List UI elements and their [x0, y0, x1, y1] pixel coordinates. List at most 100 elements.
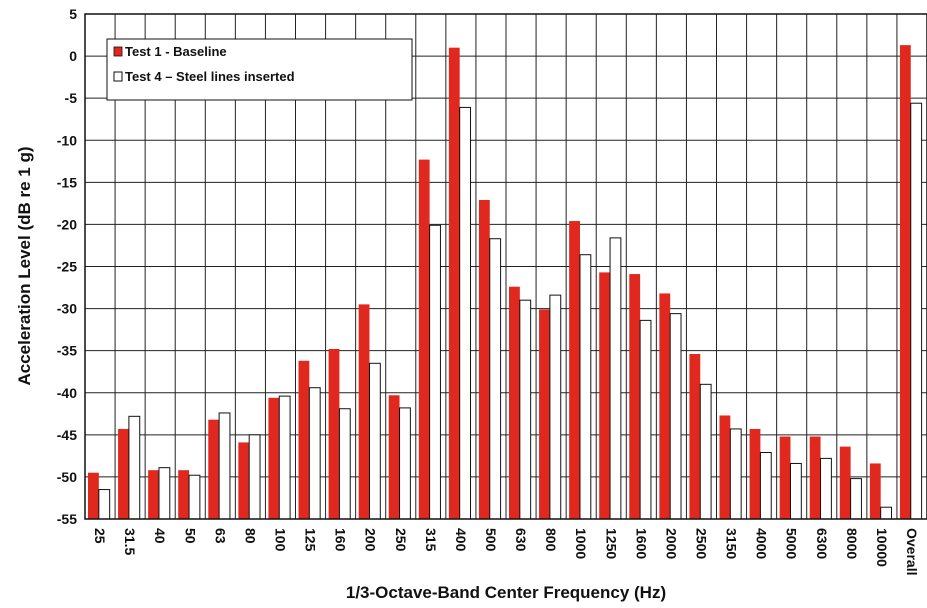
bar-series-2-25: [98, 489, 111, 520]
bar-series-2-4000: [759, 452, 772, 520]
x-tick-label: 6300: [814, 528, 830, 559]
x-tick-label: 8000: [844, 528, 860, 559]
x-tick-label: 63: [212, 528, 228, 544]
bar-series-2-10000: [880, 506, 893, 520]
bar-series-1-Overall: [899, 45, 911, 520]
x-tick-label: 25: [92, 528, 108, 544]
bar-series-1-25: [88, 472, 99, 519]
x-tick-labels: 25 31.5 40 50 63 80 100 125 160 200 250 315 400 500 63…: [92, 528, 920, 575]
bar-series-1-31.5: [118, 428, 129, 519]
y-tick-label: -55: [57, 511, 77, 527]
legend: Test 1 - Baseline Test 4 – Steel lines i…: [106, 38, 413, 101]
bar-series-2-40: [158, 467, 171, 520]
x-tick-label: 10000: [874, 528, 890, 567]
y-tick-label: 5: [69, 6, 77, 22]
bar-series-1-500: [478, 200, 490, 519]
bar-series-2-Overall: [910, 102, 923, 520]
bar-series-1-125: [298, 360, 310, 519]
bar-series-1-2500: [689, 354, 701, 519]
bar-series-2-5000: [789, 462, 802, 520]
x-tick-label: 2000: [663, 528, 679, 559]
bar-series-2-1250: [609, 237, 622, 520]
bar-series-1-1600: [629, 274, 641, 519]
bar-series-1-630: [509, 286, 520, 519]
bar-series-2-2000: [669, 313, 682, 520]
x-tick-label: 800: [543, 528, 559, 552]
bar-series-1-5000: [779, 436, 791, 519]
x-tick-label: 50: [182, 528, 198, 544]
bar-series-1-2000: [659, 293, 671, 519]
bar-series-1-315: [418, 159, 430, 519]
bar-series-2-31.5: [128, 415, 141, 520]
y-tick-label: -10: [57, 132, 77, 148]
legend-swatch-test4: [113, 71, 123, 82]
bar-series-1-8000: [839, 446, 851, 519]
bar-series-2-160: [338, 408, 351, 520]
bar-series-2-6300: [820, 457, 832, 520]
y-tick-labels: 5 0 -5 -10 -15 -20 -25 -30 -35 -40 -45 -50 -55: [57, 6, 77, 527]
x-tick-label: 80: [242, 528, 258, 544]
bar-series-1-63: [208, 419, 220, 519]
y-tick-label: -5: [65, 90, 78, 106]
bars: [88, 45, 923, 520]
bar-series-1-1000: [569, 221, 580, 520]
y-tick-label: -40: [57, 385, 77, 401]
x-tick-label: 5000: [784, 528, 800, 559]
x-tick-label: 4000: [754, 528, 770, 559]
x-tick-label: 1600: [633, 528, 649, 559]
bar-series-2-80: [248, 434, 261, 520]
x-tick-label: 31.5: [122, 528, 138, 555]
bar-series-2-400: [459, 106, 472, 520]
x-tick-label: 200: [363, 528, 379, 552]
bar-series-1-160: [328, 348, 340, 519]
bar-series-1-800: [539, 309, 550, 519]
x-tick-label: 2500: [693, 528, 709, 559]
bar-series-1-200: [358, 304, 370, 519]
y-tick-label: -20: [57, 216, 77, 232]
x-tick-label: 125: [303, 528, 319, 552]
bar-series-2-63: [218, 412, 231, 520]
y-axis-title: Acceleration Level (dB re 1 g): [15, 146, 34, 385]
bar-series-1-1250: [599, 272, 611, 519]
bar-series-1-6300: [809, 436, 821, 519]
bar-series-2-630: [519, 299, 532, 520]
bar-series-2-3150: [729, 428, 742, 520]
bar-series-1-400: [448, 47, 460, 520]
x-tick-label: Overall: [904, 528, 920, 575]
plot-frame: [84, 13, 927, 520]
legend-swatch-test1: [113, 46, 123, 57]
y-tick-label: -30: [57, 301, 77, 317]
legend-frame: [106, 38, 413, 101]
x-axis-title: 1/3-Octave-Band Center Frequency (Hz): [346, 583, 666, 602]
bar-series-1-3150: [719, 415, 731, 519]
y-tick-label: -50: [57, 469, 77, 485]
x-tick-label: 1250: [603, 528, 619, 559]
bar-series-2-100: [278, 395, 291, 520]
x-tick-label: 100: [272, 528, 288, 552]
bar-series-1-250: [388, 395, 400, 519]
x-tick-label: 160: [333, 528, 349, 552]
legend-label-test4: Test 4 – Steel lines inserted: [125, 69, 295, 84]
bar-series-2-1000: [579, 254, 592, 520]
bar-series-2-50: [188, 474, 201, 520]
x-tick-label: 400: [453, 528, 469, 552]
y-tick-label: -25: [57, 259, 77, 275]
x-tick-label: 1000: [573, 528, 589, 559]
bar-series-2-200: [368, 362, 381, 520]
bar-series-1-50: [178, 470, 190, 519]
bar-series-1-40: [148, 470, 159, 519]
bar-series-1-10000: [869, 463, 881, 519]
x-tick-label: 3150: [724, 528, 740, 559]
bar-series-1-100: [268, 397, 280, 519]
bar-series-1-80: [238, 442, 250, 519]
bar-series-2-315: [429, 224, 441, 520]
bar-series-2-2500: [699, 383, 712, 520]
bar-series-2-125: [308, 387, 321, 520]
bar-series-1-4000: [749, 428, 761, 519]
bar-series-2-1600: [639, 319, 652, 520]
x-tick-label: 40: [152, 528, 168, 544]
bar-series-2-800: [549, 294, 562, 520]
x-tick-label: 630: [513, 528, 529, 552]
